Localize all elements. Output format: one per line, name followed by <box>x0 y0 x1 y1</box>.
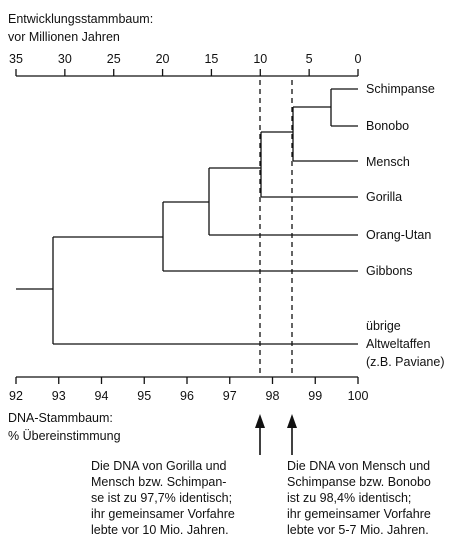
top-axis-title-line1: Entwicklungsstammbaum: <box>8 12 153 26</box>
bottom-axis-tick-label: 99 <box>308 389 322 403</box>
label-mensch: Mensch <box>366 155 410 169</box>
top-axis-tick-label: 20 <box>156 52 170 66</box>
label-orang-utan: Orang-Utan <box>366 228 431 242</box>
top-axis-tick-label: 10 <box>253 52 267 66</box>
label-altweltaffen-line1: übrige <box>366 319 401 333</box>
label-schimpanse: Schimpanse <box>366 82 435 96</box>
bottom-axis-tick-label: 92 <box>9 389 23 403</box>
label-altweltaffen-line2: Altweltaffen <box>366 337 430 351</box>
bottom-axis-tick-label: 100 <box>348 389 369 403</box>
top-axis-title-line2: vor Millionen Jahren <box>8 30 120 44</box>
label-gorilla: Gorilla <box>366 190 402 204</box>
top-axis-tick-label: 15 <box>204 52 218 66</box>
top-axis-tick-label: 0 <box>355 52 362 66</box>
bottom-axis: 92 93 94 95 96 97 98 99 100 <box>9 376 369 403</box>
label-gibbons: Gibbons <box>366 264 413 278</box>
bottom-axis-tick-label: 95 <box>137 389 151 403</box>
bottom-axis-tick-label: 97 <box>223 389 237 403</box>
note-mensch-schimpanse: Die DNA von Mensch und Schimpanse bzw. B… <box>287 459 431 537</box>
arrow-left <box>255 414 265 455</box>
bottom-axis-title-line1: DNA-Stammbaum: <box>8 411 113 425</box>
note-gorilla-mensch: Die DNA von Gorilla und Mensch bzw. Schi… <box>91 459 235 537</box>
label-bonobo: Bonobo <box>366 119 409 133</box>
top-axis-tick-label: 5 <box>306 52 313 66</box>
bottom-axis-title-line2: % Übereinstimmung <box>8 429 121 443</box>
top-axis-tick-label: 30 <box>58 52 72 66</box>
top-axis-tick-label: 35 <box>9 52 23 66</box>
top-axis-tick-label: 25 <box>107 52 121 66</box>
bottom-axis-tick-label: 93 <box>52 389 66 403</box>
tree-branches <box>16 88 358 345</box>
bottom-axis-tick-label: 98 <box>266 389 280 403</box>
bottom-axis-tick-label: 94 <box>95 389 109 403</box>
bottom-axis-tick-label: 96 <box>180 389 194 403</box>
label-altweltaffen-line3: (z.B. Paviane) <box>366 355 445 369</box>
arrow-right <box>287 414 297 455</box>
top-axis: 35 30 25 20 15 10 5 0 <box>9 52 362 77</box>
